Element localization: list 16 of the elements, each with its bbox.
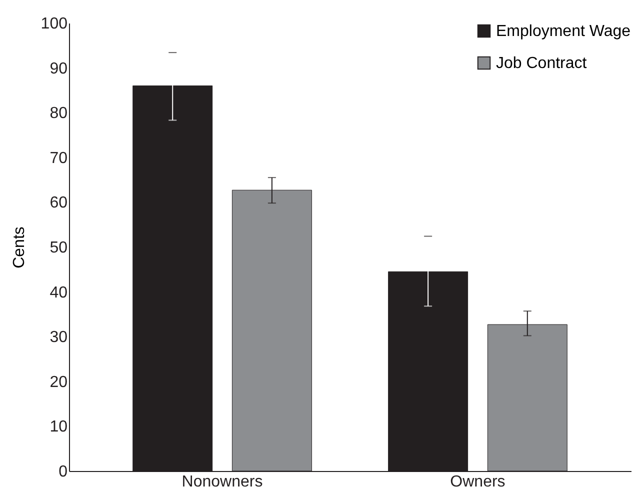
y-axis-title: Cents: [10, 226, 28, 268]
legend-label: Job Contract: [496, 55, 588, 72]
legend-label: Employment Wage: [496, 23, 631, 40]
y-tick-label: 20: [50, 374, 68, 391]
y-tick-label: 60: [50, 194, 68, 212]
y-tick-label: 10: [50, 418, 68, 436]
y-tick-label: 70: [50, 150, 68, 167]
y-tick-label: 80: [50, 105, 68, 122]
y-tick-label: 50: [50, 240, 68, 256]
y-tick-label: 100: [40, 16, 68, 32]
y-tick-label: 0: [58, 464, 68, 480]
y-tick-label: 40: [50, 284, 68, 302]
x-tick-label: Nonowners: [182, 474, 263, 490]
y-tick-label: 30: [50, 329, 68, 346]
x-tick-label: Owners: [450, 474, 506, 490]
y-tick-label: 90: [50, 60, 68, 78]
